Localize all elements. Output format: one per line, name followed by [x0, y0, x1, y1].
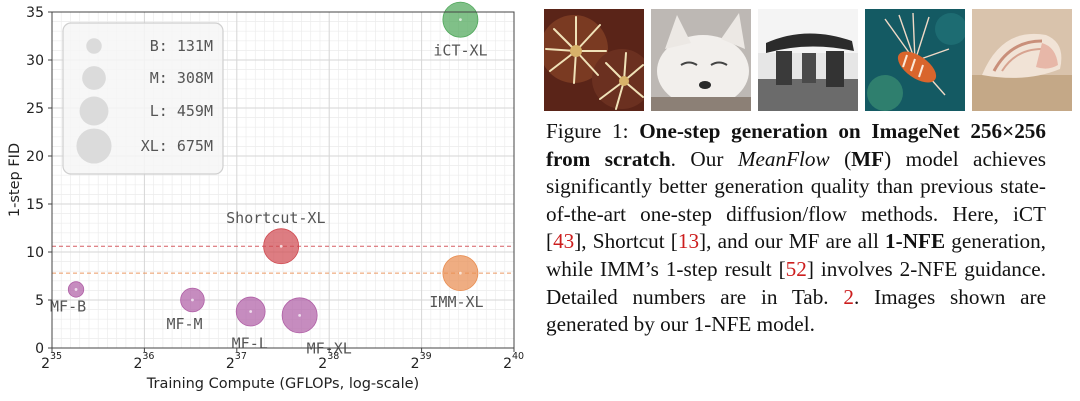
x-axis-label: Training Compute (GFLOPs, log-scale) — [146, 376, 419, 392]
figure-caption: Figure 1: One-step generation on ImageNe… — [546, 118, 1046, 339]
legend-entry-label: L: 459M — [150, 102, 213, 120]
y-tick-label: 30 — [26, 53, 44, 69]
caption-text: ( — [829, 146, 852, 171]
caption-text: . Our — [670, 146, 738, 171]
x-tick-base: 2 — [133, 356, 142, 372]
y-tick-label: 15 — [26, 197, 44, 213]
method-abbreviation: MF — [851, 146, 885, 171]
point-label: MF-B — [50, 297, 86, 315]
point-label: Shortcut-XL — [226, 209, 325, 227]
generated-image-dolmen — [758, 9, 858, 111]
generated-image-lionfish — [865, 9, 965, 111]
plot-frame — [51, 11, 515, 349]
x-tick-exponent: 38 — [327, 351, 339, 362]
caption-text: generation, while IMM’s 1-step result [ — [546, 229, 1046, 281]
data-point-center — [459, 18, 462, 22]
data-point-center — [74, 288, 78, 291]
x-tick-exponent: 39 — [420, 351, 432, 362]
x-tick-exponent: 35 — [50, 351, 62, 362]
caption-text: ], Shortcut [ — [574, 229, 678, 254]
point-label: iCT-XL — [433, 42, 487, 60]
x-tick-base: 2 — [318, 356, 327, 372]
caption-text: model achieves significantly better gene… — [546, 146, 1046, 254]
point-label: MF-M — [166, 315, 202, 333]
y-tick-label: 0 — [35, 341, 44, 357]
data-point-center — [298, 313, 302, 317]
legend-entry-label: XL: 675M — [141, 137, 213, 155]
citation-link[interactable]: 52 — [785, 256, 807, 281]
caption-title: One-step generation on ImageNet 256×256 … — [546, 119, 1046, 171]
caption-text: ] involves 2-NFE guidance. Detailed numb… — [546, 256, 1046, 309]
x-tick-base: 2 — [41, 356, 50, 372]
point-label: IMM-XL — [429, 293, 483, 311]
data-point-center — [249, 310, 253, 313]
generated-image-seashell — [972, 9, 1072, 111]
y-tick-label: 20 — [26, 149, 44, 165]
generated-image-strip — [544, 9, 1074, 111]
legend-size-marker — [79, 96, 109, 126]
x-tick-exponent: 40 — [512, 351, 524, 362]
citation-link[interactable]: 13 — [677, 229, 700, 254]
generated-image-fox — [651, 9, 751, 111]
legend-entry-label: B: 131M — [150, 37, 213, 55]
x-tick-exponent: 36 — [142, 351, 154, 362]
x-tick-exponent: 37 — [235, 351, 247, 362]
legend-entry-label: M: 308M — [150, 69, 213, 87]
legend-size-marker — [86, 38, 102, 54]
y-tick-label: 35 — [26, 5, 44, 21]
method-name: MeanFlow — [737, 146, 830, 171]
legend-size-marker — [82, 66, 106, 90]
generated-image-anemone — [544, 9, 644, 111]
data-point-center — [459, 271, 462, 275]
x-tick-base: 2 — [411, 356, 420, 372]
y-tick-label: 10 — [26, 245, 44, 261]
citation-link[interactable]: 43 — [553, 229, 575, 254]
y-axis-label: 1-step FID — [7, 143, 23, 217]
nfe-emphasis: 1-NFE — [885, 229, 946, 254]
y-tick-label: 5 — [35, 293, 44, 309]
caption-text: ], and our MF are all — [699, 229, 886, 254]
caption-prefix: Figure 1: — [546, 119, 640, 143]
x-tick-base: 2 — [226, 356, 235, 372]
size-legend: B: 131M M: 308M L: 459M XL: 675M — [62, 22, 224, 175]
data-points — [67, 1, 479, 334]
data-point-center — [191, 298, 194, 302]
data-point-center — [279, 244, 283, 248]
caption-text: . Images shown are generated by our 1-NF… — [546, 284, 1047, 337]
legend-size-marker — [76, 128, 112, 164]
table-reference-link[interactable]: 2 — [843, 284, 854, 309]
x-tick-base: 2 — [503, 356, 512, 372]
y-tick-label: 25 — [26, 101, 44, 117]
caption-text: ) — [884, 146, 892, 171]
